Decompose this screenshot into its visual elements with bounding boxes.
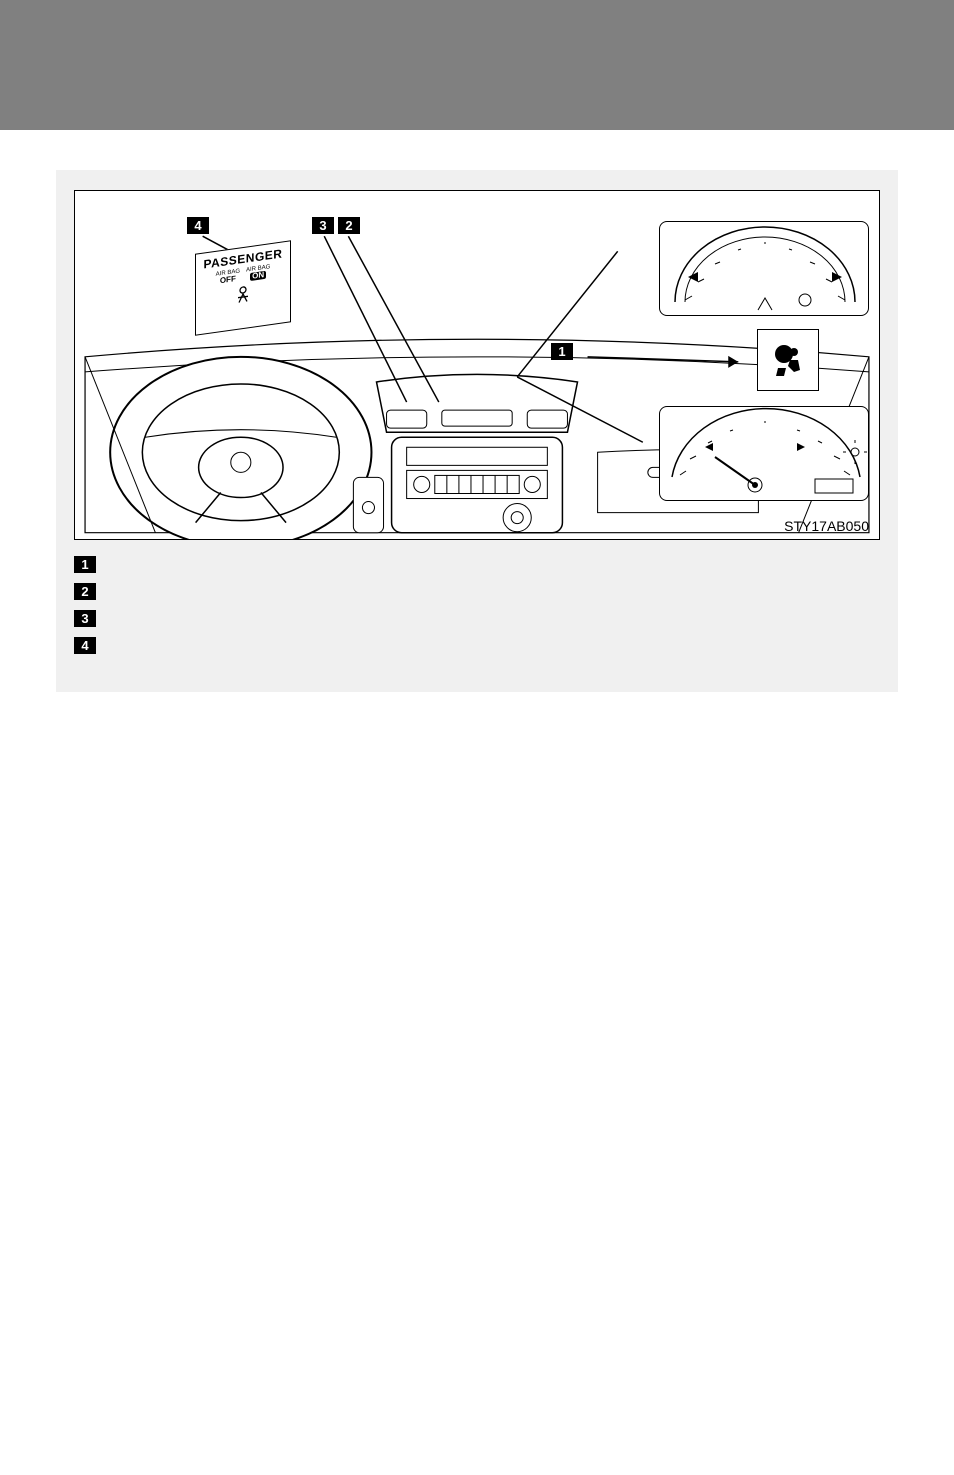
dashboard-figure: PASSENGER AIR BAG OFF AIR BAG ON 4 xyxy=(74,190,880,540)
airbag-off-indicator: AIR BAG OFF xyxy=(216,268,240,285)
content: PASSENGER AIR BAG OFF AIR BAG ON 4 xyxy=(0,130,954,692)
callout-marker-4: 4 xyxy=(187,217,209,234)
airbag-warning-detail xyxy=(757,329,819,391)
speedometer-detail xyxy=(659,221,869,316)
legend-row-1: 1 xyxy=(74,556,880,573)
legend-list: 1 2 3 4 xyxy=(74,556,880,654)
figure-code: STY17AB050 xyxy=(784,518,869,534)
tachometer-detail xyxy=(659,406,869,501)
legend-marker-4: 4 xyxy=(74,637,96,654)
legend-marker-3: 3 xyxy=(74,610,96,627)
airbag-icon xyxy=(770,342,806,378)
callout-marker-2: 2 xyxy=(338,217,360,234)
legend-marker-1: 1 xyxy=(74,556,96,573)
airbag-on-indicator: AIR BAG ON xyxy=(246,264,270,281)
legend-row-2: 2 xyxy=(74,583,880,600)
legend-row-3: 3 xyxy=(74,610,880,627)
legend-marker-2: 2 xyxy=(74,583,96,600)
figure-panel: PASSENGER AIR BAG OFF AIR BAG ON 4 xyxy=(56,170,898,692)
passenger-airbag-label-box: PASSENGER AIR BAG OFF AIR BAG ON xyxy=(195,240,291,335)
legend-row-4: 4 xyxy=(74,637,880,654)
header-bar xyxy=(0,0,954,130)
callout-marker-1: 1 xyxy=(551,343,573,360)
callout-marker-3: 3 xyxy=(312,217,334,234)
